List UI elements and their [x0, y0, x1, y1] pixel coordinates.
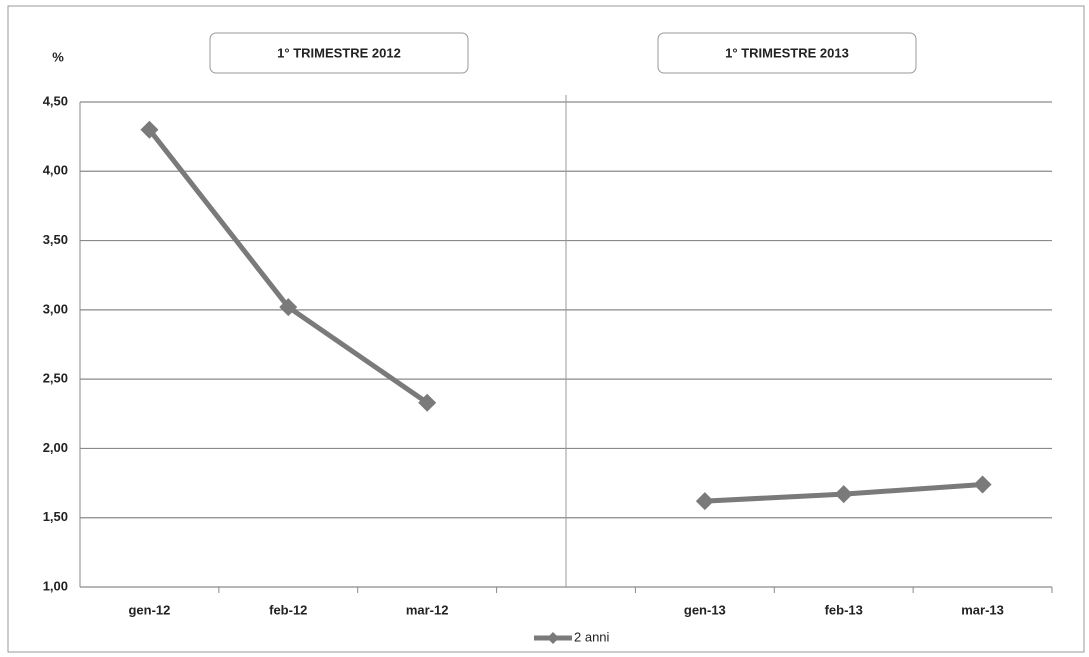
legend-marker: [547, 632, 559, 644]
y-tick-label: 3,50: [43, 232, 68, 247]
y-axis-label: %: [52, 49, 64, 64]
annotation-box: [657, 32, 917, 74]
annotation: 1° TRIMESTRE 2012: [277, 45, 401, 60]
y-tick-label: 4,00: [43, 163, 68, 178]
y-tick-label: 2,50: [43, 371, 68, 386]
y-tick-label: 2,00: [43, 440, 68, 455]
y-tick-label: 1,00: [43, 578, 68, 593]
x-tick-label: feb-13: [825, 602, 863, 617]
marker: [418, 393, 437, 412]
marker: [973, 475, 992, 494]
y-tick-label: 4,50: [43, 93, 68, 108]
x-tick-label: feb-12: [269, 602, 307, 617]
marker: [695, 492, 714, 511]
annotation-box: [209, 32, 469, 74]
marker: [140, 120, 159, 139]
marker: [834, 485, 853, 504]
annotation: 1° TRIMESTRE 2013: [725, 45, 849, 60]
x-tick-label: gen-12: [128, 602, 170, 617]
y-tick-label: 3,00: [43, 301, 68, 316]
x-tick-label: gen-13: [684, 602, 726, 617]
legend-label: 2 anni: [574, 629, 610, 644]
marker: [279, 298, 298, 317]
x-tick-label: mar-13: [961, 602, 1004, 617]
y-tick-label: 1,50: [43, 509, 68, 524]
x-tick-label: mar-12: [406, 602, 449, 617]
chart-frame: [7, 5, 1085, 653]
